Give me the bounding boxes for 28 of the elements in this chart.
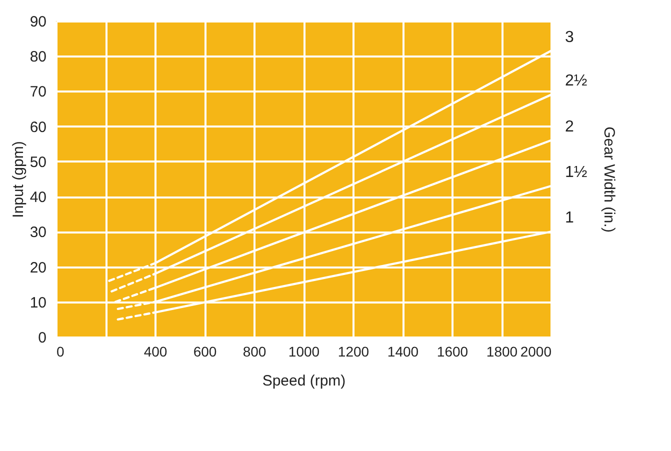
y-tick-label: 90 bbox=[30, 14, 46, 30]
x-tick-label: 800 bbox=[242, 344, 266, 360]
y-tick-label: 50 bbox=[30, 154, 46, 171]
x-tick-label: 1000 bbox=[288, 344, 320, 360]
series-label: 2½ bbox=[565, 72, 588, 90]
y-axis-title: Input (gpm) bbox=[10, 141, 27, 218]
x-tick-label: 2000 bbox=[520, 344, 552, 360]
series-label: 2 bbox=[565, 118, 574, 136]
x-tick-label: 400 bbox=[144, 344, 168, 360]
y-tick-label: 20 bbox=[30, 259, 46, 276]
y-tick-label: 60 bbox=[30, 118, 46, 136]
x-tick-label: 1200 bbox=[338, 344, 370, 360]
x-axis-title: Speed (rpm) bbox=[262, 372, 346, 390]
y-tick-label: 10 bbox=[30, 294, 46, 312]
series-label: 3 bbox=[565, 28, 574, 46]
y-tick-label: 40 bbox=[30, 189, 46, 206]
y2-axis-title: Gear Width (in.) bbox=[600, 126, 618, 232]
x-tick-label: 1400 bbox=[387, 344, 419, 360]
x-tick-label: 1600 bbox=[436, 344, 468, 360]
y-tick-label: 80 bbox=[30, 48, 46, 66]
x-tick-label: 1800 bbox=[486, 344, 518, 360]
series-label: 1½ bbox=[565, 164, 588, 182]
y-tick-label: 30 bbox=[30, 224, 46, 242]
x-tick-label: 0 bbox=[56, 344, 64, 360]
x-tick-label: 600 bbox=[193, 344, 217, 360]
series-label: 1 bbox=[565, 210, 574, 227]
y-tick-label: 70 bbox=[30, 84, 46, 101]
y-tick-label: 0 bbox=[38, 330, 46, 346]
